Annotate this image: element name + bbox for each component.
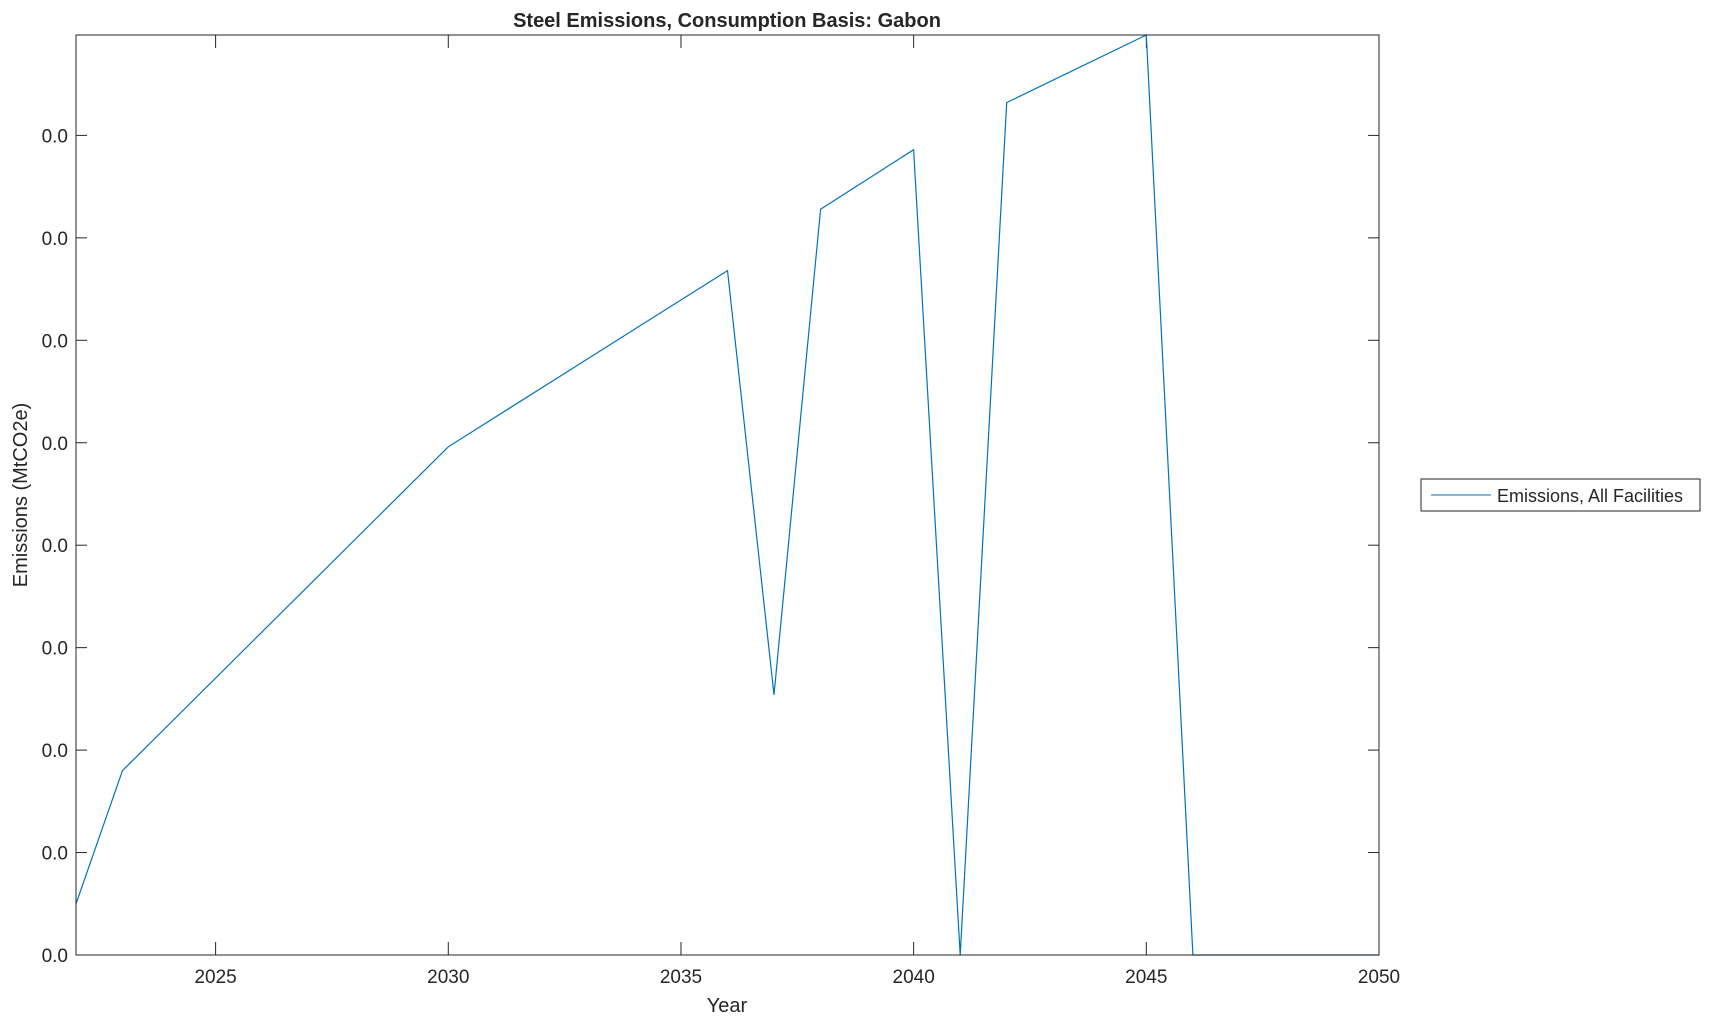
y-tick-label: 0.0 bbox=[42, 331, 68, 352]
legend-entry-label: Emissions, All Facilities bbox=[1497, 486, 1683, 506]
x-tick-label: 2030 bbox=[427, 967, 469, 988]
series-line-emissions bbox=[75, 34, 1379, 956]
y-tick-label: 0.0 bbox=[42, 126, 68, 147]
y-tick-label: 0.0 bbox=[42, 741, 68, 762]
plot-frame bbox=[75, 34, 1380, 956]
y-tick-label: 0.0 bbox=[42, 434, 68, 455]
chart-title: Steel Emissions, Consumption Basis: Gabo… bbox=[513, 10, 941, 32]
x-tick-label: 2045 bbox=[1125, 967, 1167, 988]
y-axis-label: Emissions (MtCO2e) bbox=[10, 403, 32, 587]
legend[interactable]: Emissions, All Facilities bbox=[1420, 478, 1701, 512]
x-tick-label: 2040 bbox=[893, 967, 935, 988]
x-tick-label: 2035 bbox=[660, 967, 702, 988]
y-tick-label: 0.0 bbox=[42, 844, 68, 865]
x-axis-ticks: 2025 2030 2035 2040 2045 2050 bbox=[194, 35, 1400, 988]
y-tick-label: 0.0 bbox=[42, 946, 68, 967]
x-tick-label: 2025 bbox=[194, 967, 236, 988]
y-tick-label: 0.0 bbox=[42, 536, 68, 557]
x-tick-label: 2050 bbox=[1358, 967, 1400, 988]
y-tick-label: 0.0 bbox=[42, 639, 68, 660]
plot-area bbox=[76, 35, 1379, 955]
x-axis-label: Year bbox=[707, 995, 748, 1017]
y-tick-label: 0.0 bbox=[42, 229, 68, 250]
y-axis-ticks: 0.0 0.0 0.0 0.0 0.0 0.0 0.0 0.0 0.0 bbox=[42, 126, 1379, 967]
